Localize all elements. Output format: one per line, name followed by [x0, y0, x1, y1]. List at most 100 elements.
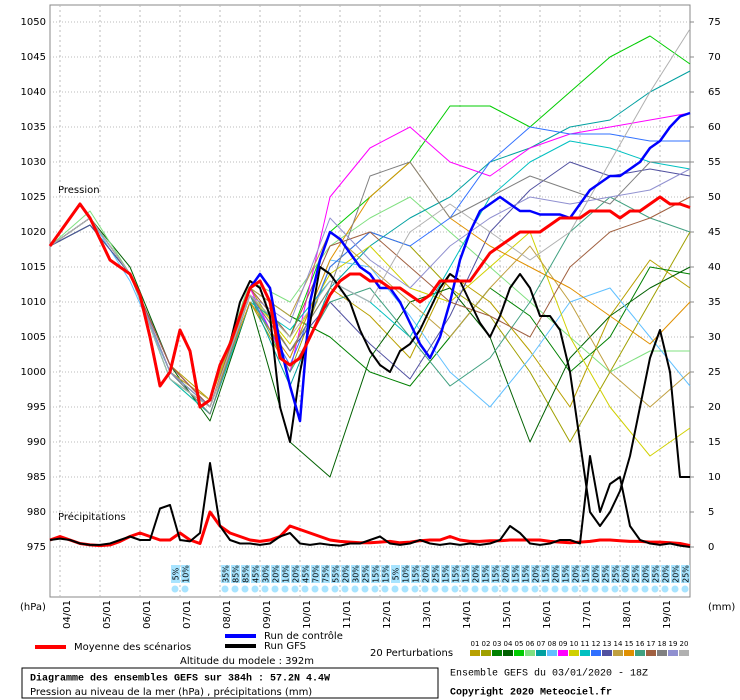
x-tick-label: 09/01: [262, 600, 273, 629]
probability-box: [521, 565, 530, 583]
y2-tick-label: 30: [708, 332, 721, 343]
y-tick-label: 1050: [21, 17, 46, 28]
probability-label: 15%: [452, 565, 461, 583]
probability-dot: [311, 585, 319, 593]
legend-swatch: [536, 650, 546, 656]
x-tick-label: 07/01: [182, 600, 193, 629]
perturbation-line: [49, 196, 691, 408]
legend-label: 01: [471, 640, 480, 648]
legend-label: 18: [658, 640, 667, 648]
legend-swatch: [569, 650, 579, 656]
probability-box: [301, 565, 310, 583]
probability-label: 15%: [482, 565, 491, 583]
y2-tick-label: 15: [708, 437, 721, 448]
perturbation-line: [49, 70, 691, 415]
x-tick-label: 17/01: [582, 600, 593, 629]
legend-label: 12: [592, 640, 601, 648]
probability-label: 25%: [362, 565, 371, 583]
probability-label: 15%: [492, 565, 501, 583]
probability-box: [331, 565, 340, 583]
probability-label: 10%: [282, 565, 291, 583]
probability-dot: [571, 585, 579, 593]
copyright: Copyright 2020 Meteociel.fr: [450, 687, 612, 699]
perturbation-line: [49, 196, 690, 401]
probability-box: [681, 565, 690, 583]
probability-label: 25%: [632, 565, 641, 583]
probability-label: 15%: [442, 565, 451, 583]
probability-label: 15%: [372, 565, 381, 583]
probability-dot: [531, 585, 539, 593]
chart-title: Diagramme des ensembles GEFS sur 384h : …: [30, 673, 330, 685]
legend-label: 11: [581, 640, 590, 648]
probability-box: [441, 565, 450, 583]
legend-swatch: [481, 650, 491, 656]
legend-label: 02: [482, 640, 491, 648]
probability-dot: [271, 585, 279, 593]
probability-box: [661, 565, 670, 583]
probability-label: 10%: [182, 565, 191, 583]
probability-dot: [651, 585, 659, 593]
probability-box: [311, 565, 320, 583]
legend-label: Run de contrôle: [264, 630, 343, 642]
probability-dot: [581, 585, 589, 593]
probability-label: 20%: [662, 565, 671, 583]
y2-tick-label: 45: [708, 227, 721, 238]
probability-box: [451, 565, 460, 583]
probability-label: 15%: [562, 565, 571, 583]
precip-label: Précipitations: [58, 511, 126, 523]
probability-box: [371, 565, 380, 583]
legend-label: 15: [625, 640, 634, 648]
probability-box: [181, 565, 190, 583]
x-tick-label: 10/01: [302, 600, 313, 629]
probability-dot: [461, 585, 469, 593]
probability-box: [231, 565, 240, 583]
probability-box: [551, 565, 560, 583]
y-tick-label: 990: [27, 437, 46, 448]
probability-dot: [661, 585, 669, 593]
probability-label: 85%: [242, 565, 251, 583]
y-tick-label: 1020: [21, 227, 46, 238]
probability-label: 15%: [382, 565, 391, 583]
probability-box: [481, 565, 490, 583]
probability-label: 20%: [422, 565, 431, 583]
probability-dot: [431, 585, 439, 593]
probability-label: 70%: [312, 565, 321, 583]
legend-label: 14: [614, 640, 623, 648]
y-tick-label: 975: [27, 542, 46, 553]
probability-box: [541, 565, 550, 583]
perturbations-label: 20 Perturbations: [370, 648, 453, 659]
x-tick-label: 15/01: [502, 600, 513, 629]
probability-box: [261, 565, 270, 583]
probability-dot: [231, 585, 239, 593]
probability-dot: [171, 585, 179, 593]
y-tick-label: 1010: [21, 297, 46, 308]
altitude: Altitude du modele : 392m: [180, 656, 314, 667]
probability-box: [641, 565, 650, 583]
probability-label: 15%: [582, 565, 591, 583]
probability-box: [361, 565, 370, 583]
probability-label: 45%: [302, 565, 311, 583]
legend-swatch: [558, 650, 568, 656]
probability-label: 20%: [532, 565, 541, 583]
y2-tick-label: 50: [708, 192, 721, 203]
plot-frame: [49, 4, 691, 598]
probability-label: 25%: [612, 565, 621, 583]
probability-box: [471, 565, 480, 583]
probability-dot: [481, 585, 489, 593]
probability-label: 20%: [552, 565, 561, 583]
probability-box: [601, 565, 610, 583]
probability-box: [671, 565, 680, 583]
x-tick-label: 18/01: [622, 600, 633, 629]
probability-dot: [561, 585, 569, 593]
y2-axis-label: (mm): [708, 602, 735, 613]
y-tick-label: 1035: [21, 122, 46, 133]
probability-label: 5%: [392, 567, 401, 580]
probability-dot: [511, 585, 519, 593]
probability-box: [651, 565, 660, 583]
legend-swatch: [635, 650, 645, 656]
probability-box: [561, 565, 570, 583]
probability-label: 20%: [572, 565, 581, 583]
probability-box: [621, 565, 630, 583]
legend-label: 13: [603, 640, 612, 648]
probability-dot: [421, 585, 429, 593]
